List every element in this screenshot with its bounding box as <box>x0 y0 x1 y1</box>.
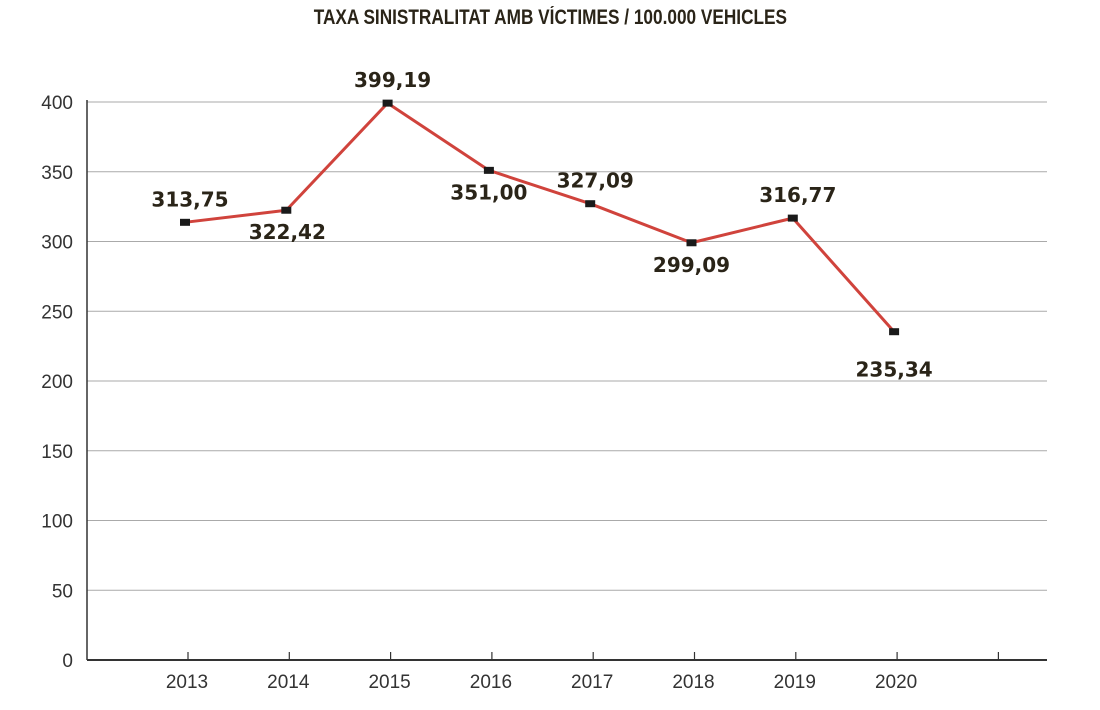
data-point <box>281 206 292 214</box>
y-tick-label: 300 <box>41 233 73 254</box>
data-point <box>889 328 900 336</box>
x-tick-label: 2020 <box>875 672 917 693</box>
y-tick-label: 200 <box>41 372 73 393</box>
x-tick-label: 2013 <box>166 672 208 693</box>
x-tick-label: 2016 <box>470 672 512 693</box>
data-point <box>686 239 697 247</box>
data-label: 351,00 <box>450 180 527 204</box>
data-point <box>787 214 798 222</box>
y-tick-label: 150 <box>41 442 73 463</box>
data-label: 299,09 <box>653 253 730 277</box>
y-tick-label: 350 <box>41 163 73 184</box>
chart-title: TAXA SINISTRALITAT AMB VÍCTIMES / 100.00… <box>313 6 788 29</box>
data-point <box>180 218 190 226</box>
y-tick-label: 50 <box>52 581 73 602</box>
data-label: 235,34 <box>856 358 933 382</box>
x-tick-label: 2019 <box>774 672 816 693</box>
data-label: 399,19 <box>354 68 431 92</box>
data-label: 313,75 <box>151 187 228 211</box>
data-label: 327,09 <box>557 169 634 193</box>
data-point <box>483 166 494 174</box>
data-point <box>585 200 596 208</box>
data-point <box>382 99 393 107</box>
x-tick-label: 2018 <box>672 672 714 693</box>
data-label: 316,77 <box>759 183 836 207</box>
y-tick-label: 400 <box>41 93 73 114</box>
x-tick-label: 2015 <box>368 672 410 693</box>
y-tick-label: 250 <box>41 302 73 323</box>
data-label: 322,42 <box>249 220 326 244</box>
y-tick-label: 100 <box>41 512 73 533</box>
y-tick-label: 0 <box>62 651 73 672</box>
x-tick-label: 2014 <box>267 672 310 693</box>
x-tick-label: 2017 <box>571 672 613 693</box>
series-line <box>184 101 896 333</box>
